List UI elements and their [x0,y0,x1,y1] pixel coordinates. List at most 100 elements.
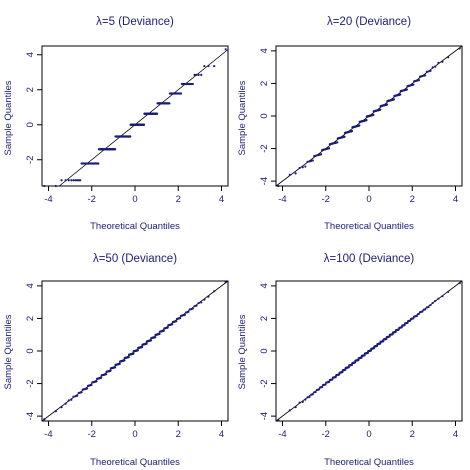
data-point [64,402,67,405]
data-point [427,70,430,73]
data-point [183,313,187,316]
data-point [213,64,216,68]
data-point [114,148,117,151]
data-point [203,64,206,68]
data-point [76,394,79,397]
data-point [343,135,346,138]
data-point [162,329,165,332]
data-point [425,306,428,309]
x-ticks-layer: -4 -2 0 2 4 [278,421,458,440]
panel-lambda-100: λ=100 (Deviance) Theoretical Quantiles S… [237,253,463,468]
data-point [331,378,334,381]
data-point [127,355,130,359]
data-point [207,295,210,298]
y-axis-label: Sample Quantiles [237,314,248,389]
x-tick-label: 4 [453,429,458,440]
x-ticks-layer: -4 -2 0 2 4 [278,186,458,205]
y-tick-label: 4 [25,52,36,57]
data-point [141,345,144,349]
data-point [136,349,139,352]
data-point [197,302,200,305]
y-ticks-layer: -4 -2 0 2 4 [259,283,276,420]
x-tick-label: -2 [322,194,330,205]
data-point [118,362,121,365]
panel-title: λ=100 (Deviance) [324,253,415,265]
data-point [429,303,432,307]
data-point [320,385,324,389]
data-point [224,48,227,51]
y-tick-label: -2 [25,156,36,164]
y-tick-label: -2 [259,144,270,152]
x-tick-label: -4 [278,194,286,205]
data-point [308,160,311,163]
data-point [338,373,341,376]
points-layer [43,48,227,188]
data-point [54,410,57,413]
x-tick-label: 2 [176,429,181,440]
data-point [311,393,314,396]
data-point [320,153,323,156]
data-point [200,73,203,76]
y-ticks-layer: -2 0 2 4 [25,52,42,164]
data-point [67,399,70,402]
y-tick-label: -4 [259,177,270,185]
data-point [70,179,73,182]
data-point [195,73,198,76]
data-point [288,409,291,412]
y-tick-label: 0 [25,348,36,353]
data-point [294,406,297,409]
data-point [441,60,444,63]
data-point [197,73,200,76]
x-tick-label: 2 [176,194,181,205]
data-point [385,103,389,106]
data-point [425,70,428,73]
x-axis-label: Theoretical Quantiles [324,457,414,468]
data-point [213,290,216,293]
data-point [347,366,350,369]
x-tick-label: 4 [453,194,458,205]
data-point [191,307,194,310]
data-point [277,184,280,188]
data-point [203,298,206,301]
x-tick-label: -4 [44,429,52,440]
data-point [421,310,424,313]
data-point [97,162,100,165]
data-point [427,305,430,309]
data-point [360,356,363,359]
data-point [109,369,112,372]
x-tick-label: -2 [88,429,96,440]
x-ticks-layer: -4 -2 0 2 4 [44,421,224,440]
data-point [64,179,67,182]
data-point [179,92,183,95]
data-point [306,160,309,163]
data-point [314,390,317,394]
data-point [372,113,375,116]
data-point [412,317,415,320]
y-tick-label: -2 [259,379,270,387]
data-point [447,290,450,293]
data-point [431,301,434,305]
data-point [437,61,440,64]
data-point [123,359,126,362]
points-layer [43,281,227,421]
data-point [43,418,46,421]
y-axis-label: Sample Quantiles [237,80,248,155]
y-tick-label: -4 [259,412,270,420]
data-point [344,368,347,371]
data-point [67,179,70,182]
data-point [145,342,148,345]
data-point [417,312,421,316]
data-point [324,383,327,386]
y-tick-label: 2 [259,81,270,86]
data-point [334,375,337,379]
y-ticks-layer: -4 -2 0 2 4 [25,283,42,420]
data-point [363,354,366,357]
data-point [424,74,427,77]
x-tick-label: 4 [219,429,224,440]
panel-title: λ=20 (Deviance) [327,16,411,28]
x-tick-label: -2 [322,429,330,440]
data-point [294,172,297,175]
data-point [392,98,396,101]
data-point [171,323,174,326]
